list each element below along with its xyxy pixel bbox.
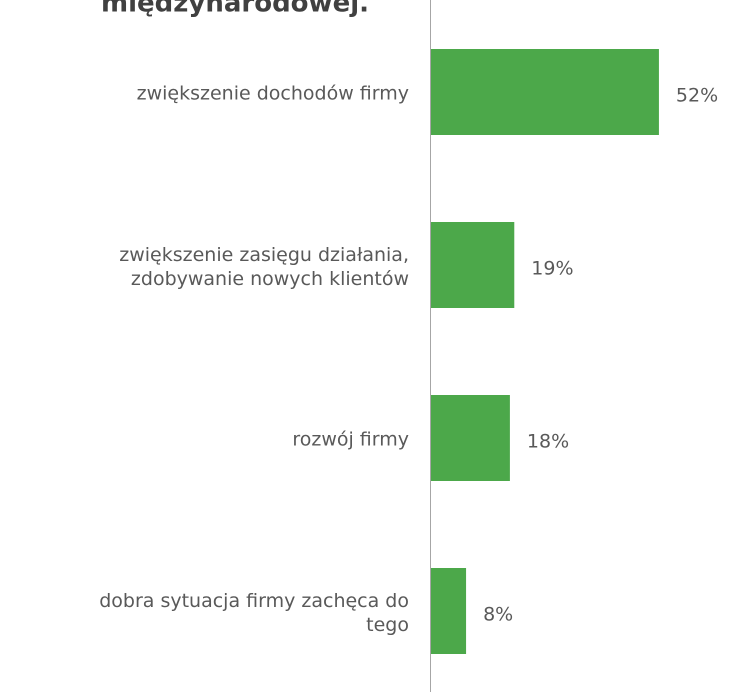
chart-title: międzynarodowej. (101, 0, 369, 19)
value-label: 8% (483, 604, 513, 626)
bar (431, 395, 510, 481)
category-label: zwiększenie zasięgu działania, zdobywanie… (119, 244, 409, 290)
bar (431, 222, 515, 308)
category-label: dobra sytuacja firmy zachęca do tego (99, 590, 409, 636)
value-label: 19% (531, 258, 573, 280)
bar (431, 49, 659, 135)
bar (431, 568, 467, 654)
category-label: rozwój firmy (292, 429, 409, 451)
category-label: zwiększenie dochodów firmy (137, 83, 409, 105)
value-label: 52% (676, 85, 718, 107)
value-label: 18% (527, 431, 569, 453)
